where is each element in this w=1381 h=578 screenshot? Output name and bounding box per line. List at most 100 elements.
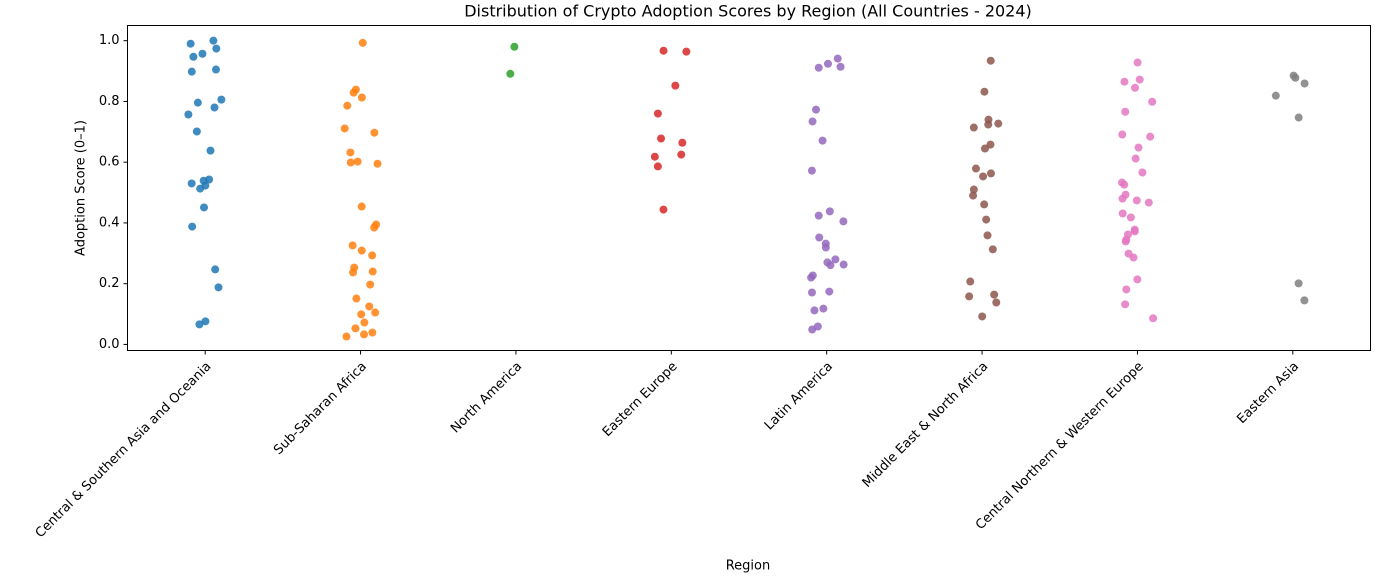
point [199,176,208,185]
point [810,306,819,315]
point [983,231,992,240]
x-tick-label: North America [448,359,525,436]
point [360,330,369,339]
point [1120,77,1129,86]
y-tick-label: 0.2 [99,276,120,291]
point [823,59,832,68]
point [340,124,349,133]
point [986,169,995,178]
point [1148,97,1157,106]
point [198,49,207,58]
point [969,185,978,194]
point [682,47,691,56]
point [352,294,361,303]
point [193,98,202,107]
point [650,152,659,161]
point [994,119,1003,128]
point [189,52,198,61]
point [184,110,193,119]
x-tick-label: Sub-Saharan Africa [271,359,370,458]
point [368,328,377,337]
point [1129,253,1138,262]
point [357,202,366,211]
point [1135,75,1144,84]
point [370,128,379,137]
point [833,54,842,63]
point [371,308,380,317]
x-tick-label: Latin America [762,359,836,433]
point [826,261,835,270]
point [209,36,218,45]
point [1131,154,1140,163]
x-tick-label: Eastern Asia [1234,359,1302,427]
point [807,273,816,282]
point [1130,83,1139,92]
point [815,233,824,242]
point [984,120,993,129]
point [980,87,989,96]
point [671,81,680,90]
point [346,148,355,157]
point [188,222,197,231]
point [201,317,210,326]
point [206,146,215,155]
point [365,302,374,311]
x-tick-label: Central & Southern Asia and Oceania [33,359,215,541]
point [186,39,195,48]
point [211,265,220,274]
point [360,318,369,327]
point [366,280,375,289]
point [992,298,1001,307]
point [348,241,357,250]
point [653,109,662,118]
point [1134,143,1143,152]
point [368,251,377,260]
x-tick-label: Eastern Europe [600,359,681,440]
point [1121,107,1130,116]
point [1126,213,1135,222]
point [192,127,201,136]
point [506,69,515,78]
point [966,277,975,286]
point [211,65,220,74]
point [1121,300,1130,309]
point [196,184,205,193]
point [808,117,817,126]
point [807,166,816,175]
point [368,267,377,276]
y-tick-label: 1.0 [99,33,120,48]
x-axis-label: Region [726,559,771,574]
point [1133,58,1142,67]
y-axis-label: Adoption Score (0–1) [74,120,89,256]
point [357,246,366,255]
point [678,138,687,147]
point [373,159,382,168]
point [187,179,196,188]
x-tick-label: Central Northern & Western Europe [973,359,1147,533]
point [353,157,362,166]
point [1291,73,1300,82]
point [659,46,668,55]
point [1118,130,1127,139]
point [1118,194,1127,203]
point [988,245,997,254]
point [969,191,978,200]
point [982,215,991,224]
point [821,243,830,252]
point [349,88,358,97]
point [1144,198,1153,207]
point [980,144,989,153]
point [657,134,666,143]
point [978,312,987,321]
point [659,205,668,214]
point [349,268,358,277]
point [807,288,816,297]
point [1132,196,1141,205]
x-tick-label: Middle East & North Africa [860,359,992,491]
point [1122,285,1131,294]
point [187,67,196,76]
point [825,207,834,216]
point [1300,79,1309,88]
